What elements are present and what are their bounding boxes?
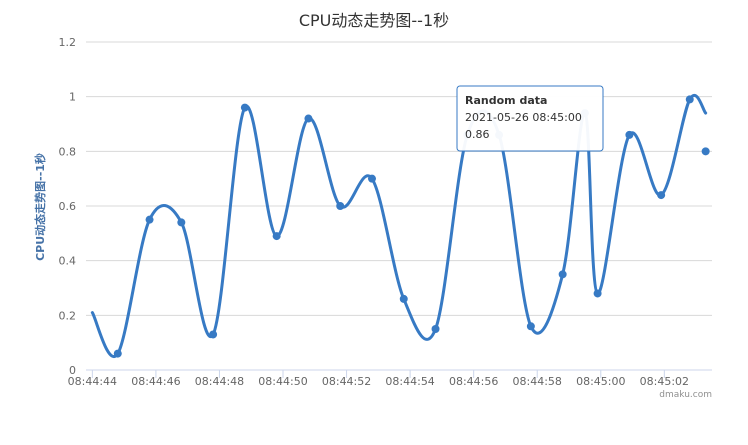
x-tick-label: 08:44:48 xyxy=(195,375,244,388)
data-point[interactable] xyxy=(367,174,376,183)
gridlines xyxy=(86,41,712,371)
tick-labels: 0 0.2 0.4 0.6 0.8 1 1.2 08:44:44 08:44:46 08:44:4… xyxy=(59,36,690,388)
data-point[interactable] xyxy=(701,147,710,156)
y-tick-label: 1 xyxy=(69,91,76,104)
y-tick-label: 0 xyxy=(69,364,76,377)
data-point[interactable] xyxy=(113,349,122,358)
x-axis xyxy=(91,370,665,378)
data-point[interactable] xyxy=(399,294,408,303)
x-tick-label: 08:44:52 xyxy=(322,375,371,388)
x-tick-label: 08:44:44 xyxy=(68,375,117,388)
tooltip-value: 0.86 xyxy=(465,128,490,141)
data-point[interactable] xyxy=(177,218,186,227)
data-point[interactable] xyxy=(625,130,634,139)
x-tick-label: 08:44:56 xyxy=(449,375,498,388)
data-point[interactable] xyxy=(657,191,666,200)
data-point[interactable] xyxy=(272,232,281,241)
credits[interactable]: dmaku.com xyxy=(659,390,712,400)
data-point[interactable] xyxy=(593,289,602,298)
y-tick-label: 0.4 xyxy=(59,255,77,268)
x-tick-label: 08:44:46 xyxy=(131,375,180,388)
data-point[interactable] xyxy=(558,270,567,279)
data-point[interactable] xyxy=(526,322,535,331)
y-tick-label: 0.8 xyxy=(59,145,77,158)
x-tick-label: 08:45:02 xyxy=(640,375,689,388)
tooltip-time: 2021-05-26 08:45:00 xyxy=(465,111,582,124)
series-line xyxy=(90,93,708,358)
y-axis-title: CPU动态走势图--1秒 xyxy=(33,153,47,261)
data-point[interactable] xyxy=(431,325,440,333)
data-point[interactable] xyxy=(145,215,154,224)
series-layer xyxy=(90,93,708,358)
x-tick-label: 08:45:00 xyxy=(576,375,625,388)
x-tick-label: 08:44:54 xyxy=(385,375,434,388)
y-tick-label: 0.2 xyxy=(59,309,77,322)
tooltip-series-name: Random data xyxy=(465,94,547,107)
x-tick-label: 08:44:50 xyxy=(258,375,307,388)
tooltip: Random data 2021-05-26 08:45:00 0.86 xyxy=(456,85,604,152)
chart-title: CPU动态走势图--1秒 xyxy=(299,11,449,30)
y-tick-label: 0.6 xyxy=(59,200,77,213)
data-point[interactable] xyxy=(685,95,694,104)
data-point[interactable] xyxy=(336,202,345,210)
data-point[interactable] xyxy=(240,103,249,112)
data-point[interactable] xyxy=(209,330,218,339)
y-tick-label: 1.2 xyxy=(59,36,77,49)
tooltip-box xyxy=(456,85,604,152)
data-point[interactable] xyxy=(304,114,313,123)
x-tick-label: 08:44:58 xyxy=(513,375,562,388)
